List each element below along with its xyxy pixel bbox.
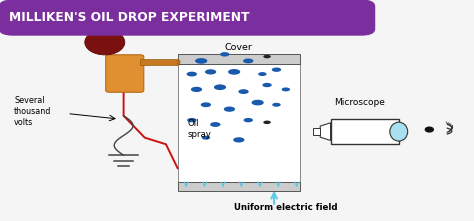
Circle shape	[272, 103, 281, 107]
Ellipse shape	[85, 30, 125, 55]
Circle shape	[252, 100, 264, 105]
Bar	[140, 59, 178, 65]
Circle shape	[187, 72, 197, 76]
Circle shape	[201, 102, 211, 107]
FancyBboxPatch shape	[106, 55, 144, 92]
Bar	[330, 119, 399, 144]
Circle shape	[258, 72, 266, 76]
Circle shape	[263, 121, 271, 124]
Circle shape	[243, 59, 254, 63]
Text: Cover: Cover	[225, 43, 253, 52]
Bar	[178, 54, 300, 64]
Circle shape	[263, 55, 271, 58]
Polygon shape	[178, 60, 180, 64]
Bar	[178, 181, 300, 191]
FancyBboxPatch shape	[0, 0, 375, 36]
Circle shape	[238, 89, 249, 94]
Text: MILLIKEN'S OIL DROP EXPERIMENT: MILLIKEN'S OIL DROP EXPERIMENT	[9, 11, 250, 24]
Polygon shape	[320, 123, 330, 141]
Circle shape	[224, 107, 235, 112]
Circle shape	[195, 58, 207, 64]
Circle shape	[214, 84, 226, 90]
Ellipse shape	[425, 126, 434, 133]
Text: Microscope: Microscope	[335, 98, 385, 107]
Circle shape	[205, 69, 216, 74]
Circle shape	[233, 137, 245, 143]
Circle shape	[282, 88, 290, 91]
Ellipse shape	[390, 122, 408, 141]
Circle shape	[262, 83, 272, 87]
Circle shape	[244, 118, 253, 122]
Text: Several
thousand
volts: Several thousand volts	[14, 96, 51, 127]
Circle shape	[210, 122, 220, 127]
Circle shape	[187, 118, 197, 122]
Text: Uniform electric field: Uniform electric field	[234, 203, 337, 212]
Circle shape	[228, 69, 240, 75]
Circle shape	[191, 87, 202, 92]
Bar	[178, 64, 300, 181]
Text: Oil
spray: Oil spray	[187, 119, 211, 139]
Circle shape	[220, 52, 229, 57]
Circle shape	[201, 136, 210, 140]
Circle shape	[272, 67, 281, 72]
Bar	[313, 128, 320, 135]
